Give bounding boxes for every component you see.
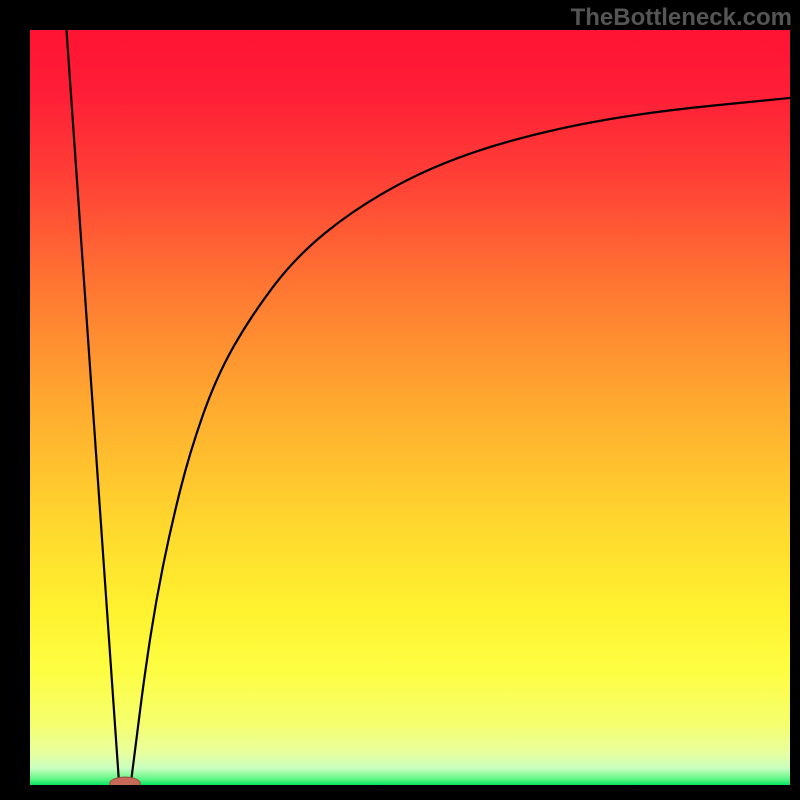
bottleneck-curve <box>66 30 790 781</box>
curve-overlay <box>30 30 790 785</box>
chart-container: TheBottleneck.com <box>0 0 800 800</box>
optimal-marker <box>110 777 140 785</box>
plot-area <box>30 30 790 785</box>
watermark-text: TheBottleneck.com <box>571 4 792 32</box>
